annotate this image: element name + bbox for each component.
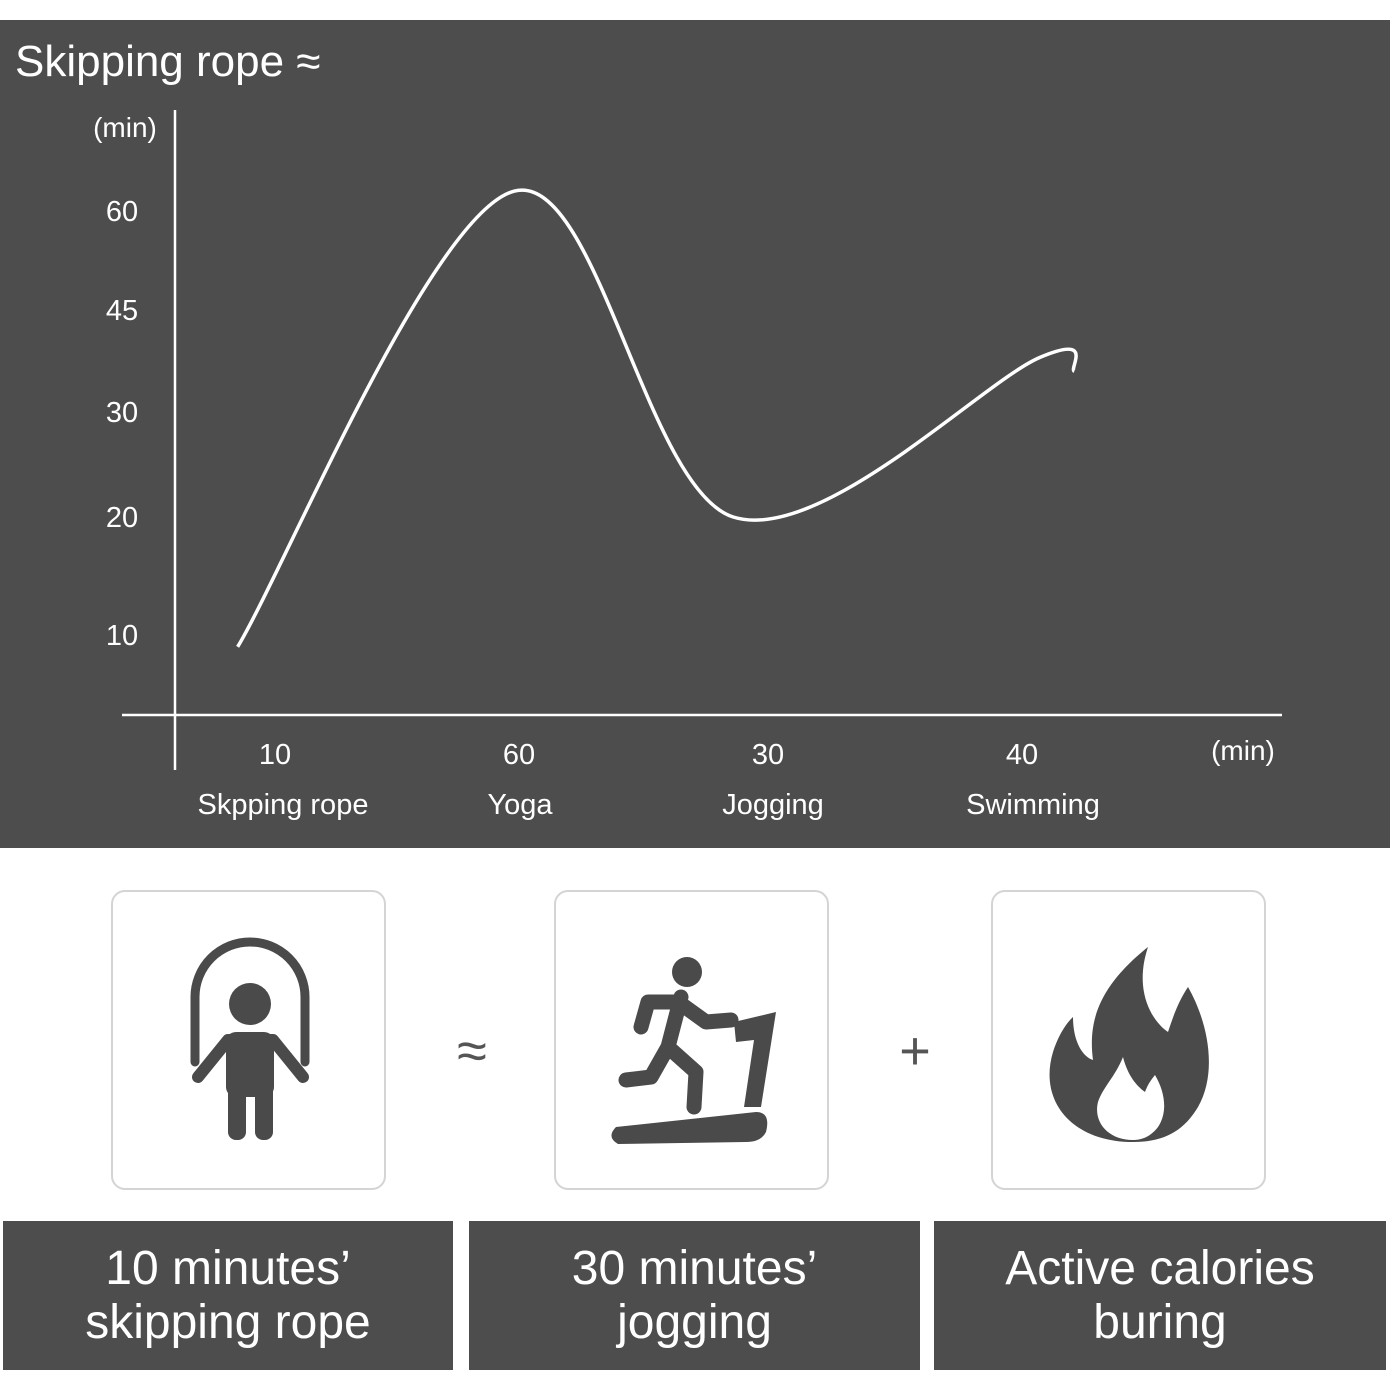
y-tick-label: 30	[106, 397, 138, 429]
category-label: Yoga	[487, 789, 553, 821]
label-skipping: 10 minutes’ skipping rope	[3, 1221, 453, 1370]
category-label: Jogging	[722, 789, 824, 821]
y-axis-label: (min)	[93, 112, 157, 143]
treadmill-runner-icon	[611, 957, 776, 1144]
label-line: 30 minutes’	[571, 1241, 818, 1295]
jump-rope-icon	[190, 937, 310, 1140]
flame-icon	[1049, 947, 1209, 1142]
x-axis-label: (min)	[1211, 735, 1275, 766]
chart-title: Skipping rope ≈	[15, 37, 320, 86]
category-label: Swimming	[966, 789, 1100, 821]
y-tick-label: 10	[106, 620, 138, 652]
jogging-card	[554, 890, 829, 1190]
label-line: jogging	[617, 1295, 772, 1349]
category-label: Skpping rope	[198, 789, 369, 821]
x-tick-label: 30	[752, 739, 784, 771]
jump-rope-card	[111, 890, 386, 1190]
approx-symbol: ≈	[457, 1021, 487, 1081]
series-line	[236, 188, 1078, 648]
line-chart: Skipping rope ≈ (min) (min) 60 45 30 20 10 1…	[15, 37, 1282, 821]
plus-symbol: +	[899, 1021, 931, 1081]
y-tick-label: 20	[106, 502, 138, 534]
label-jogging: 30 minutes’ jogging	[469, 1221, 920, 1370]
label-line: buring	[1093, 1295, 1227, 1349]
chart-panel: Skipping rope ≈ (min) (min) 60 45 30 20 10 1…	[0, 20, 1390, 848]
label-calories: Active calories buring	[934, 1221, 1386, 1370]
label-line: 10 minutes’	[105, 1241, 351, 1295]
y-tick-label: 45	[106, 295, 138, 327]
x-tick-label: 60	[503, 739, 535, 771]
label-line: Active calories	[1005, 1241, 1315, 1295]
label-line: skipping rope	[85, 1295, 371, 1349]
y-tick-label: 60	[106, 196, 138, 228]
calories-card	[991, 890, 1266, 1190]
x-tick-label: 40	[1006, 739, 1038, 771]
x-tick-label: 10	[259, 739, 291, 771]
